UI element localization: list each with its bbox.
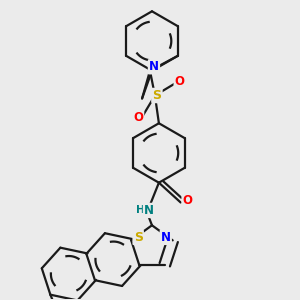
Text: H: H (136, 206, 144, 215)
Text: O: O (133, 111, 143, 124)
Text: O: O (183, 194, 193, 207)
Text: O: O (175, 75, 185, 88)
Text: N: N (149, 60, 159, 73)
Text: S: S (134, 231, 143, 244)
Text: N: N (144, 204, 154, 217)
Text: S: S (152, 89, 161, 102)
Text: N: N (161, 231, 171, 244)
